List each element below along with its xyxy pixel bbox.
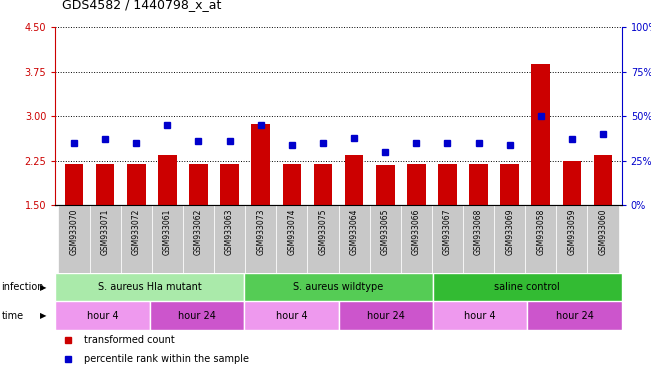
Bar [370,205,401,273]
Bar [244,301,339,330]
Text: hour 4: hour 4 [464,311,496,321]
Bar [501,164,519,205]
Text: saline control: saline control [495,282,560,292]
Text: GSM933060: GSM933060 [598,209,607,255]
Text: ▶: ▶ [40,311,47,320]
Bar [220,164,239,205]
Text: GSM933067: GSM933067 [443,209,452,255]
Text: hour 24: hour 24 [178,311,216,321]
Text: hour 24: hour 24 [555,311,594,321]
Text: S. aureus wildtype: S. aureus wildtype [294,282,383,292]
Bar [150,301,244,330]
Text: GSM933073: GSM933073 [256,209,265,255]
Bar [307,205,339,273]
Bar [469,164,488,205]
Text: GSM933068: GSM933068 [474,209,483,255]
Bar [562,161,581,205]
Text: GSM933065: GSM933065 [381,209,390,255]
Bar [251,124,270,205]
Bar [531,64,550,205]
Text: hour 4: hour 4 [275,311,307,321]
Bar [158,155,176,205]
Bar [527,301,622,330]
Text: percentile rank within the sample: percentile rank within the sample [85,354,249,364]
Bar [494,205,525,273]
Text: GSM933058: GSM933058 [536,209,546,255]
Bar [55,273,244,301]
Bar [587,205,618,273]
Text: ▶: ▶ [40,283,47,291]
Text: GSM933074: GSM933074 [287,209,296,255]
Text: GSM933075: GSM933075 [318,209,327,255]
Text: hour 4: hour 4 [87,311,118,321]
Bar [339,205,370,273]
Text: GSM933071: GSM933071 [101,209,109,255]
Bar [401,205,432,273]
Bar [407,164,426,205]
Bar [189,164,208,205]
Bar [557,205,587,273]
Bar [594,155,613,205]
Bar [432,205,463,273]
Bar [55,301,150,330]
Bar [314,164,332,205]
Text: GSM933064: GSM933064 [350,209,359,255]
Bar [339,301,433,330]
Bar [183,205,214,273]
Bar [463,205,494,273]
Bar [90,205,120,273]
Bar [438,164,457,205]
Bar [433,273,622,301]
Bar [96,164,115,205]
Text: infection: infection [1,282,44,292]
Text: transformed count: transformed count [85,335,175,345]
Bar [433,301,527,330]
Bar [59,205,90,273]
Text: hour 24: hour 24 [367,311,405,321]
Bar [345,155,363,205]
Text: GSM933069: GSM933069 [505,209,514,255]
Bar [245,205,276,273]
Text: time: time [1,311,23,321]
Text: GSM933059: GSM933059 [568,209,576,255]
Bar [127,164,146,205]
Text: S. aureus Hla mutant: S. aureus Hla mutant [98,282,202,292]
Text: GSM933063: GSM933063 [225,209,234,255]
Text: GSM933066: GSM933066 [412,209,421,255]
Bar [276,205,307,273]
Bar [376,165,395,205]
Text: GSM933072: GSM933072 [132,209,141,255]
Bar [244,273,433,301]
Text: GSM933070: GSM933070 [70,209,79,255]
Bar [120,205,152,273]
Bar [283,164,301,205]
Text: GSM933061: GSM933061 [163,209,172,255]
Text: GSM933062: GSM933062 [194,209,203,255]
Text: GDS4582 / 1440798_x_at: GDS4582 / 1440798_x_at [62,0,221,12]
Bar [525,205,557,273]
Bar [152,205,183,273]
Bar [64,164,83,205]
Bar [214,205,245,273]
